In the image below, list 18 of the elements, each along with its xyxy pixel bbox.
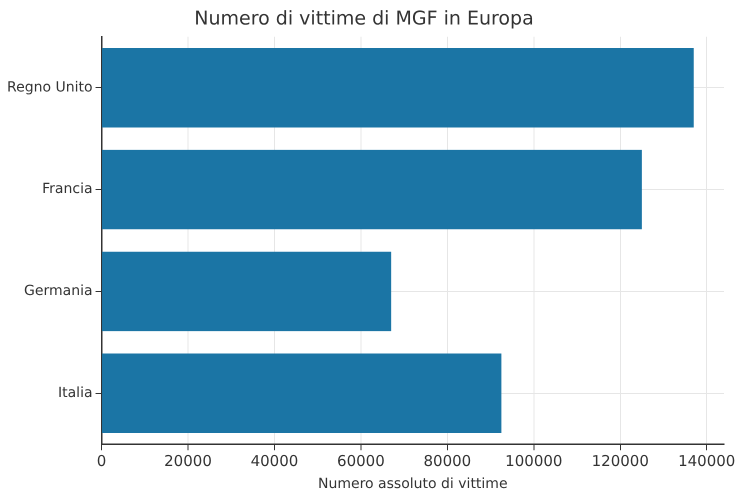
bar	[102, 48, 694, 128]
x-tick-label: 140000	[678, 452, 736, 470]
y-tick-label: Francia	[42, 181, 93, 198]
x-tick-label: 80000	[423, 452, 472, 470]
y-tick-label: Italia	[58, 384, 93, 401]
x-tick-label: 60000	[337, 452, 385, 470]
bar	[102, 150, 642, 230]
x-axis-title: Numero assoluto di vittime	[318, 476, 508, 492]
bar	[102, 354, 502, 433]
x-tick-label: 120000	[592, 452, 649, 470]
x-tick-label: 0	[96, 452, 106, 470]
chart-title: Numero di vittime di MGF in Europa	[194, 7, 534, 30]
y-tick-label: Germania	[24, 283, 93, 300]
x-tick-label: 40000	[250, 452, 298, 470]
y-tick-label: Regno Unito	[6, 79, 93, 96]
x-tick-label: 100000	[505, 452, 562, 470]
bar	[102, 252, 392, 332]
x-tick-label: 20000	[164, 452, 212, 470]
